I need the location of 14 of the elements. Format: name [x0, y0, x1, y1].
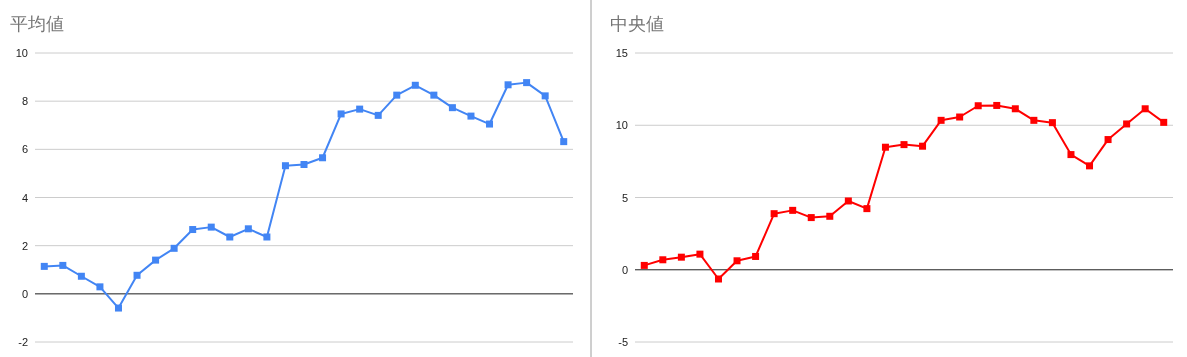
ytick: 10 — [615, 119, 628, 132]
title: 中央値 — [610, 14, 664, 34]
ytick: 5 — [621, 191, 628, 204]
ytick: 0 — [21, 287, 28, 300]
ytick: 10 — [15, 47, 28, 59]
ytick: 6 — [21, 143, 28, 156]
ytick: 8 — [21, 95, 28, 108]
ytick: 15 — [615, 47, 628, 59]
title: 平均値 — [10, 14, 64, 34]
ytick: -5 — [618, 336, 628, 348]
ytick: 4 — [21, 191, 28, 204]
ytick: 2 — [21, 239, 28, 252]
ytick: -2 — [18, 336, 28, 348]
ytick: 0 — [621, 263, 628, 276]
